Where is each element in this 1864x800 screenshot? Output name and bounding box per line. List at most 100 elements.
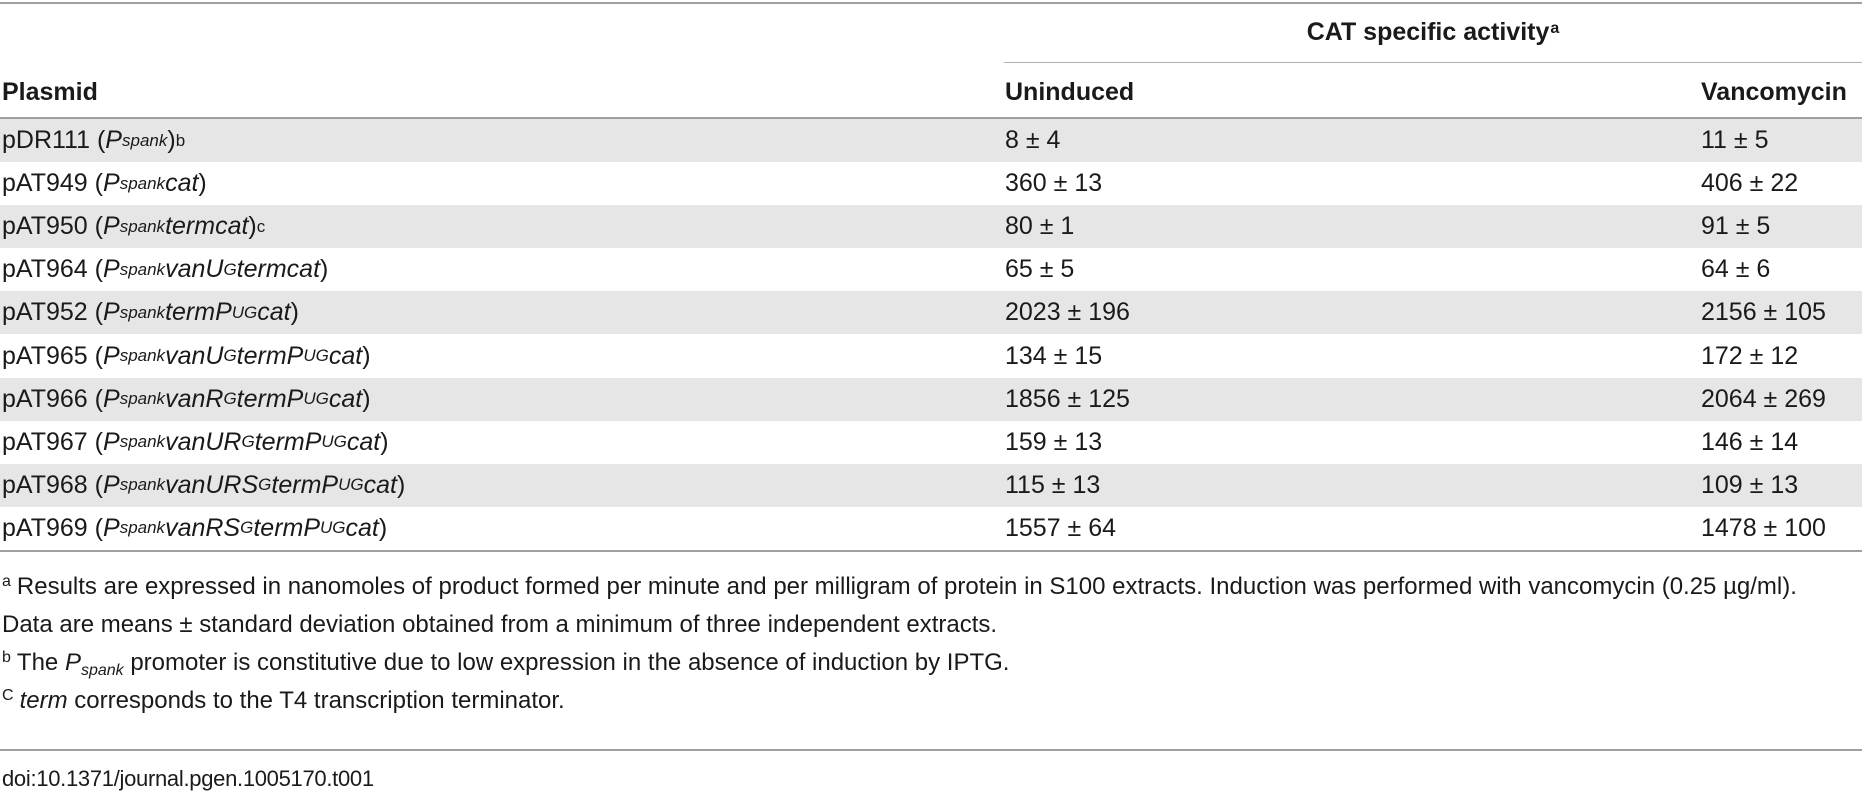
construct-part: cat: [328, 384, 363, 413]
uninduced-cell: 1557 ± 64: [1005, 513, 1117, 542]
table-top-rule: [0, 2, 1862, 4]
construct-part: spank: [119, 475, 166, 495]
group-header: CAT specific activity a: [1004, 12, 1862, 52]
construct-part: spank: [119, 302, 166, 322]
construct-part: G: [223, 346, 237, 366]
construct-part: P: [103, 470, 120, 499]
column-header-uninduced: Uninduced: [1005, 77, 1135, 106]
construct-part: termcat: [236, 255, 321, 284]
footnotes: a Results are expressed in nanomoles of p…: [2, 568, 1842, 720]
footnote-a: a Results are expressed in nanomoles of p…: [2, 568, 1842, 644]
plasmid-name: pAT967: [2, 427, 88, 456]
construct-part: spank: [119, 216, 166, 236]
construct-part: vanURS: [165, 470, 259, 499]
uninduced-cell: 159 ± 13: [1005, 427, 1103, 456]
construct-part: cat: [257, 298, 291, 327]
construct-part: vanU: [165, 341, 224, 370]
construct-part: P: [103, 427, 120, 456]
footnote-b-mark: b: [2, 649, 11, 666]
construct-part: UG: [321, 432, 347, 452]
uninduced-cell: 115 ± 13: [1005, 470, 1101, 499]
vancomycin-cell: 172 ± 12: [1701, 341, 1799, 370]
vancomycin-cell: 11 ± 5: [1701, 126, 1769, 155]
construct-part: termP: [236, 341, 304, 370]
vancomycin-cell: 146 ± 14: [1701, 427, 1799, 456]
construct-part: spank: [119, 173, 166, 193]
footnote-c-post: corresponds to the T4 transcription term…: [67, 687, 565, 714]
vancomycin-cell: 1478 ± 100: [1701, 513, 1826, 542]
footnote-c-term: term: [19, 687, 68, 714]
vancomycin-cell: 2156 ± 105: [1701, 298, 1826, 327]
construct-part: UG: [320, 518, 346, 538]
construct-part: G: [223, 389, 237, 409]
construct-part: cat: [363, 470, 397, 499]
construct-part: UG: [303, 346, 329, 366]
construct-part: spank: [119, 432, 166, 452]
uninduced-cell: 1856 ± 125: [1005, 384, 1130, 413]
construct-part: termcat: [165, 212, 249, 241]
construct-part: vanUR: [165, 427, 242, 456]
header-rule: [0, 117, 1862, 119]
plasmid-name: pAT952: [2, 298, 88, 327]
construct-part: spank: [119, 389, 166, 409]
vancomycin-cell: 406 ± 22: [1701, 169, 1799, 198]
footnote-b-promoter-sub: spank: [80, 662, 124, 679]
construct-part: termP: [165, 298, 232, 327]
construct-part: termP: [254, 427, 322, 456]
construct-part: spank: [121, 130, 168, 150]
plasmid-name: pDR111: [2, 126, 91, 155]
construct-part: termP: [253, 513, 321, 542]
footer-rule: [0, 749, 1862, 751]
construct-part: termP: [236, 384, 304, 413]
construct-part: P: [103, 212, 120, 241]
construct-part: G: [240, 518, 254, 538]
construct-part: vanR: [165, 384, 224, 413]
plasmid-name: pAT964: [2, 255, 88, 284]
column-header-vancomycin: Vancomycin: [1701, 77, 1847, 106]
table-bottom-rule: [0, 550, 1862, 552]
construct-part: spank: [119, 346, 166, 366]
construct-part: P: [103, 513, 120, 542]
construct-part: termP: [271, 470, 339, 499]
footnote-c-mark: C: [2, 687, 14, 704]
plasmid-name: pAT969: [2, 513, 88, 542]
construct-part: G: [241, 432, 255, 452]
construct-part: cat: [345, 513, 379, 542]
doi-label[interactable]: doi:10.1371/journal.pgen.1005170.t001: [2, 766, 374, 791]
construct-part: vanRS: [165, 513, 241, 542]
construct-part: spank: [119, 259, 166, 279]
vancomycin-cell: 109 ± 13: [1701, 470, 1799, 499]
construct-part: cat: [328, 341, 363, 370]
footnote-b-post: promoter is constitutive due to low expr…: [123, 649, 1010, 676]
construct-part: cat: [165, 169, 199, 198]
construct-part: P: [103, 298, 120, 327]
construct-part: cat: [346, 427, 381, 456]
construct-part: P: [103, 341, 120, 370]
construct-part: UG: [338, 475, 364, 495]
construct-part: UG: [303, 389, 329, 409]
construct-part: P: [103, 255, 120, 284]
construct-part: G: [223, 259, 237, 279]
uninduced-cell: 360 ± 13: [1005, 169, 1103, 198]
footnote-a-text: Results are expressed in nanomoles of pr…: [2, 573, 1797, 638]
uninduced-cell: 65 ± 5: [1005, 255, 1075, 284]
